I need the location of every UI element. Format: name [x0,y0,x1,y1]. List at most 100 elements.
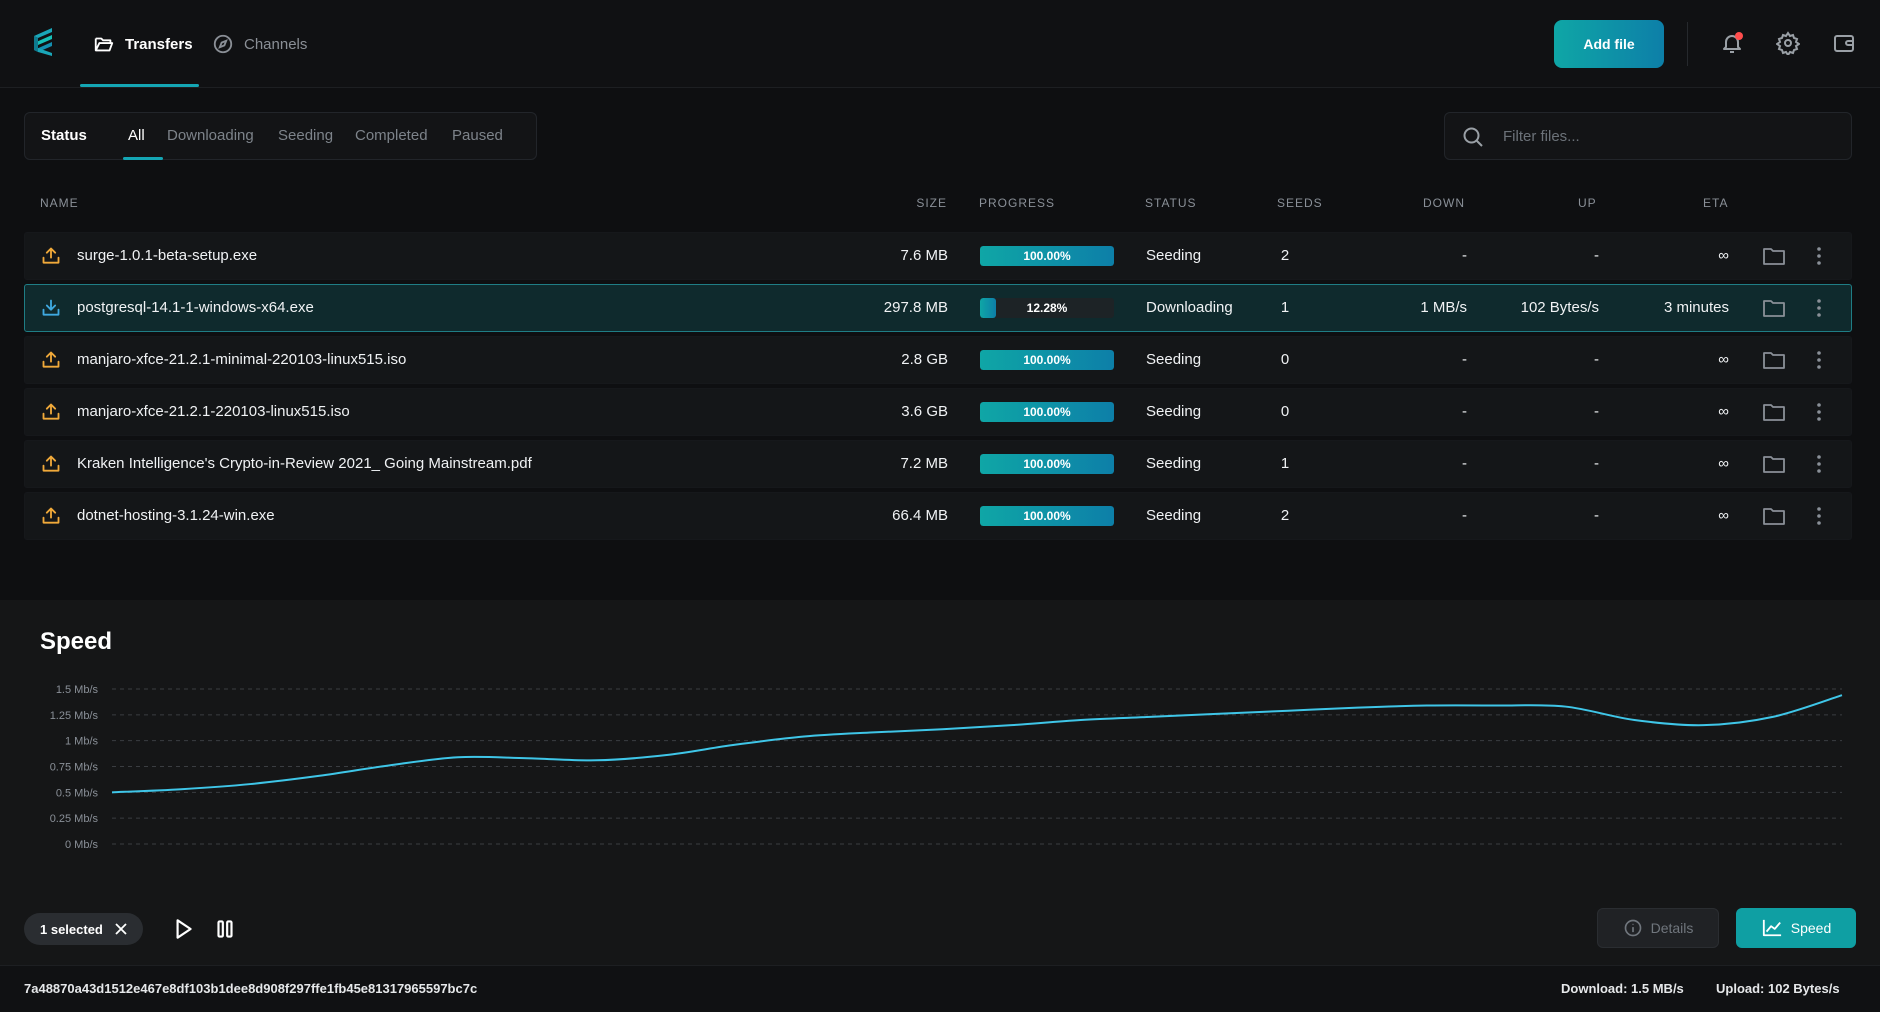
wallet-button[interactable] [1831,30,1857,56]
speed-chart: 0 Mb/s 0.25 Mb/s 0.5 Mb/s 0.75 Mb/s 1 Mb/s 1.… [50,684,1843,851]
seed-count: 1 [1280,455,1290,472]
clear-selection-icon[interactable] [113,921,129,937]
filter-tab-downloading[interactable]: Downloading [167,127,254,144]
active-tab-indicator [80,84,199,87]
progress-bar: 100.00% [980,454,1114,474]
toolbar-divider [1687,22,1688,66]
y-tick-label: 0.75 Mb/s [50,762,99,774]
header-progress[interactable]: PROGRESS [979,196,1056,210]
up-speed: - [1594,507,1599,524]
speed-series-line [111,694,1843,794]
row-menu-button[interactable] [1809,245,1829,267]
open-folder-icon[interactable] [1762,401,1786,423]
upload-icon [42,351,60,368]
download-icon [42,299,60,316]
add-file-button[interactable]: Add file [1554,20,1664,68]
more-vertical-icon [1817,403,1821,421]
transfer-status: Seeding [1146,507,1202,524]
open-folder-icon[interactable] [1762,453,1786,475]
y-tick-label: 0.25 Mb/s [50,813,99,825]
folder-open-icon [93,33,115,55]
details-label: Details [1650,920,1694,936]
status-filter-bar: Status All Downloading Seeding Completed… [24,112,537,160]
up-speed: - [1594,455,1599,472]
header-seeds[interactable]: SEEDS [1277,196,1323,210]
table-row[interactable]: manjaro-xfce-21.2.1-minimal-220103-linux… [24,336,1852,384]
header-status[interactable]: STATUS [1145,196,1197,210]
down-speed: - [1462,403,1467,420]
row-menu-button[interactable] [1809,453,1829,475]
row-menu-button[interactable] [1809,349,1829,371]
selection-count: 1 selected [40,921,103,937]
progress-label: 100.00% [1023,457,1071,471]
seed-count: 0 [1280,351,1290,368]
more-vertical-icon [1817,507,1821,525]
progress-fill [980,454,1114,474]
tab-channels[interactable]: Channels [212,0,307,88]
file-name: Kraken Intelligence's Crypto-in-Review 2… [77,455,532,472]
pause-button[interactable] [212,916,238,942]
eta-value: ∞ [1718,351,1729,368]
up-speed: - [1594,403,1599,420]
open-folder-icon[interactable] [1762,349,1786,371]
transfer-status: Downloading [1146,299,1233,316]
progress-bar: 12.28% [980,298,1114,318]
settings-button[interactable] [1775,30,1801,56]
download-total: Download: 1.5 MB/s [1561,981,1684,996]
down-speed: 1 MB/s [1420,299,1467,316]
info-hash[interactable]: 7a48870a43d1512e467e8df103b1dee8d908f297… [24,981,478,996]
pause-icon [217,920,233,938]
header-eta[interactable]: ETA [1703,196,1729,210]
open-folder-icon[interactable] [1762,505,1786,527]
status-footer: 7a48870a43d1512e467e8df103b1dee8d908f297… [0,965,1880,1012]
details-button[interactable]: Details [1597,908,1719,948]
open-folder-icon[interactable] [1762,245,1786,267]
open-folder-icon[interactable] [1762,297,1786,319]
file-name: manjaro-xfce-21.2.1-minimal-220103-linux… [77,351,407,368]
header-up[interactable]: UP [1578,196,1597,210]
notifications-button[interactable] [1719,30,1745,56]
tab-channels-label: Channels [244,35,308,53]
y-tick-label: 0.5 Mb/s [56,787,99,799]
more-vertical-icon [1817,351,1821,369]
up-speed: - [1594,351,1599,368]
filter-tab-completed[interactable]: Completed [355,127,428,144]
table-row[interactable]: manjaro-xfce-21.2.1-220103-linux515.iso 3… [24,388,1852,436]
table-row[interactable]: dotnet-hosting-3.1.24-win.exe 66.4 MB 100.… [24,492,1852,540]
progress-fill [980,298,997,318]
header-name[interactable]: NAME [40,196,79,210]
y-tick-label: 1 Mb/s [65,736,99,748]
progress-fill [980,350,1114,370]
notification-dot [1735,32,1743,40]
progress-fill [980,246,1114,266]
eta-value: 3 minutes [1663,299,1729,316]
tab-transfers[interactable]: Transfers [93,0,193,88]
table-row[interactable]: Kraken Intelligence's Crypto-in-Review 2… [24,440,1852,488]
up-speed: 102 Bytes/s [1520,299,1599,316]
search-icon [1463,127,1483,147]
gear-icon [1776,31,1800,55]
down-speed: - [1462,507,1467,524]
filter-tab-seeding[interactable]: Seeding [278,127,334,144]
selection-pill: 1 selected [24,913,143,945]
search-input[interactable] [1503,113,1843,159]
speed-title: Speed [40,628,113,655]
file-size: 66.4 MB [892,507,948,524]
table-row[interactable]: surge-1.0.1-beta-setup.exe 7.6 MB 100.00% S… [24,232,1852,280]
progress-label: 100.00% [1023,509,1071,523]
filter-tab-paused[interactable]: Paused [452,127,503,144]
resume-button[interactable] [170,916,196,942]
filter-tab-all[interactable]: All [128,127,145,144]
y-tick-label: 1.25 Mb/s [50,710,99,722]
row-menu-button[interactable] [1809,505,1829,527]
transfer-status: Seeding [1146,351,1202,368]
row-menu-button[interactable] [1809,401,1829,423]
speed-button[interactable]: Speed [1736,908,1856,948]
header-size[interactable]: SIZE [916,196,947,210]
table-row[interactable]: postgresql-14.1-1-windows-x64.exe 297.8 M… [24,284,1852,332]
row-menu-button[interactable] [1809,297,1829,319]
bell-icon [1723,35,1741,53]
tab-transfers-label: Transfers [125,35,193,53]
header-down[interactable]: DOWN [1423,196,1465,210]
